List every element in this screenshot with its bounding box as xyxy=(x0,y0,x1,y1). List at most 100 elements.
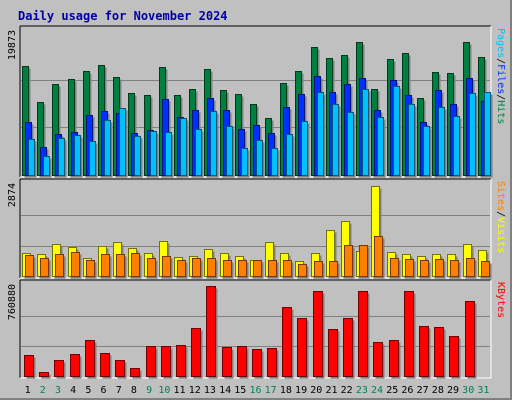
bar-body xyxy=(176,345,186,377)
bar-pages xyxy=(210,111,219,178)
day-7-bars xyxy=(113,77,128,178)
bar-body xyxy=(162,256,171,277)
day-label: 14 xyxy=(219,385,231,396)
bar-sites xyxy=(86,260,97,279)
bar-body xyxy=(373,342,383,377)
bar-kbytes xyxy=(434,327,446,379)
day-8-bars xyxy=(130,368,142,379)
bar-body xyxy=(344,245,353,277)
bar-pages xyxy=(256,140,265,178)
bar-pages xyxy=(180,118,189,178)
bar-sites xyxy=(420,260,431,279)
day-28-bars xyxy=(432,254,446,279)
day-18-bars xyxy=(280,253,294,279)
bar-body xyxy=(55,254,64,277)
legend-entry: / xyxy=(495,94,506,100)
bar-pages xyxy=(469,93,478,178)
bar-body xyxy=(484,92,491,176)
bar-kbytes xyxy=(176,345,188,379)
day-label: 16 xyxy=(249,385,261,396)
day-19-bars xyxy=(297,318,309,379)
bar-body xyxy=(241,148,248,176)
day-6-bars xyxy=(98,246,112,279)
day-23-bars xyxy=(356,42,371,178)
bar-body xyxy=(25,255,34,277)
bar-body xyxy=(131,253,140,277)
bar-body xyxy=(195,129,202,176)
day-19-bars xyxy=(295,71,310,178)
bar-sites xyxy=(481,261,492,279)
day-26-bars xyxy=(402,254,416,279)
bar-pages xyxy=(241,148,250,178)
day-3-bars xyxy=(52,244,66,279)
day-23-bars xyxy=(358,291,370,379)
day-15-bars xyxy=(235,94,250,178)
day-10-bars xyxy=(159,67,174,178)
day-20-bars xyxy=(313,291,325,379)
bar-pages xyxy=(226,126,235,178)
legend-entry: / xyxy=(495,58,506,64)
bar-body xyxy=(377,117,384,176)
y-max-label: 760880 xyxy=(7,284,18,320)
day-label: 5 xyxy=(85,385,91,396)
bar-pages xyxy=(104,120,113,178)
bar-sites xyxy=(147,258,158,279)
bar-body xyxy=(358,291,368,377)
day-label: 3 xyxy=(55,385,61,396)
bar-body xyxy=(54,360,64,377)
day-9-bars xyxy=(144,95,159,178)
bar-sites xyxy=(435,259,446,279)
bar-body xyxy=(420,260,429,277)
bar-sites xyxy=(101,254,112,279)
bar-pages xyxy=(393,86,402,178)
day-label: 31 xyxy=(477,385,489,396)
bar-body xyxy=(450,260,459,277)
bar-kbytes xyxy=(343,318,355,379)
day-27-bars xyxy=(419,326,431,379)
day-27-bars xyxy=(417,256,431,279)
bar-kbytes xyxy=(328,329,340,379)
bar-body xyxy=(222,347,232,377)
bar-pages xyxy=(377,117,386,178)
bar-pages xyxy=(58,138,67,178)
day-label: 13 xyxy=(204,385,216,396)
bar-sites xyxy=(314,261,325,279)
bar-kbytes xyxy=(24,355,36,379)
day-5-bars xyxy=(83,71,98,178)
bar-pages xyxy=(74,135,83,178)
bar-body xyxy=(210,111,217,176)
bar-body xyxy=(223,260,232,277)
bar-pages xyxy=(43,156,52,178)
day-12-bars xyxy=(191,328,203,379)
day-9-bars xyxy=(144,253,158,279)
bar-kbytes xyxy=(130,368,142,379)
bar-pages xyxy=(438,107,447,178)
bar-body xyxy=(237,346,247,377)
day-label: 25 xyxy=(386,385,398,396)
day-3-bars xyxy=(54,360,66,379)
bar-body xyxy=(115,360,125,377)
day-13-bars xyxy=(204,249,218,279)
bar-sites xyxy=(283,260,294,279)
bar-kbytes xyxy=(70,354,82,379)
bar-kbytes xyxy=(404,291,416,379)
day-label: 2 xyxy=(40,385,46,396)
bar-body xyxy=(271,148,278,176)
bar-body xyxy=(328,329,338,377)
day-label: 15 xyxy=(234,385,246,396)
bar-kbytes xyxy=(237,346,249,379)
legend-entry: KBytes xyxy=(495,282,506,318)
bar-kbytes xyxy=(313,291,325,379)
day-17-bars xyxy=(265,118,280,178)
bar-body xyxy=(329,261,338,277)
bar-body xyxy=(70,354,80,377)
bar-kbytes xyxy=(54,360,66,379)
day-22-bars xyxy=(341,55,356,178)
day-label: 17 xyxy=(265,385,277,396)
day-label: 21 xyxy=(325,385,337,396)
bar-sites xyxy=(55,254,66,279)
day-21-bars xyxy=(326,230,340,279)
day-24-bars xyxy=(371,89,386,178)
bar-body xyxy=(89,141,96,176)
bar-body xyxy=(24,355,34,377)
